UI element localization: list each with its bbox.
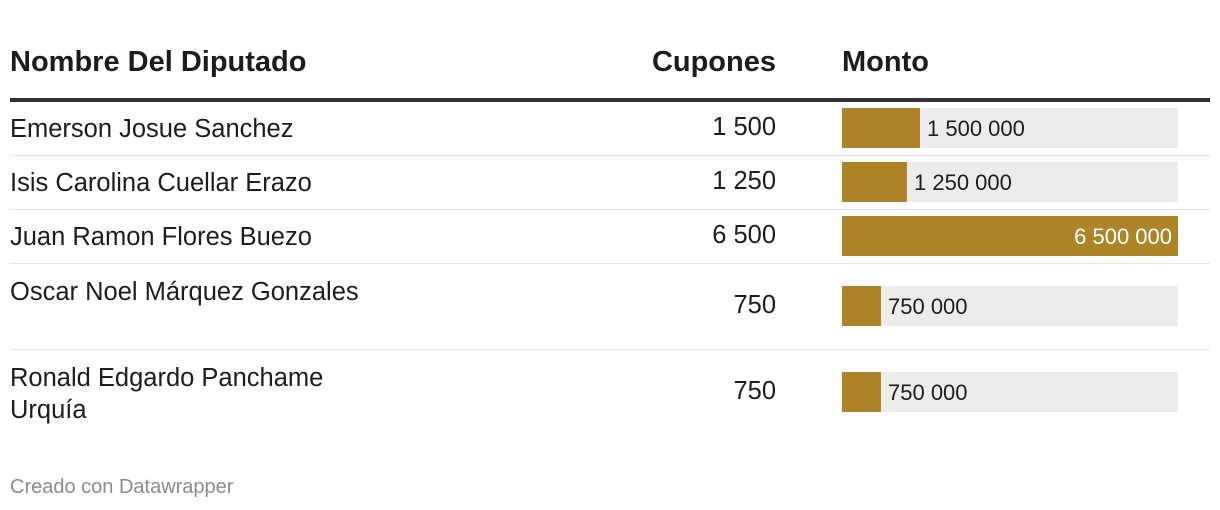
header-monto[interactable]: Monto [842,46,929,78]
monto-label: 750 000 [888,380,968,405]
header-cupones[interactable]: Cupones [651,46,776,78]
monto-bar [842,108,920,148]
header-rule [10,98,1210,102]
row-cupones: 6 500 [712,221,776,249]
monto-label: 6 500 000 [1074,224,1172,249]
monto-bar-track: 750 000 [842,372,1178,412]
table-row: Oscar Noel Márquez Gonzales 750 750 000 [10,264,1210,350]
table-row: Ronald Edgardo Panchame Urquía 750 750 0… [10,350,1210,436]
table-row: Emerson Josue Sanchez 1 500 1 500 000 [10,102,1210,156]
row-name: Oscar Noel Márquez Gonzales [10,278,359,306]
header-name[interactable]: Nombre Del Diputado [10,46,307,78]
row-name: Isis Carolina Cuellar Erazo [10,169,312,197]
row-cupones: 1 500 [712,113,776,141]
table-row: Isis Carolina Cuellar Erazo 1 250 1 250 … [10,156,1210,210]
monto-label: 1 500 000 [927,116,1025,141]
monto-bar [842,216,1178,256]
monto-bar [842,286,881,326]
monto-bar [842,162,907,202]
table-body: Emerson Josue Sanchez 1 500 1 500 000 Is… [10,102,1210,436]
monto-bar-track: 1 250 000 [842,162,1178,202]
table-row: Juan Ramon Flores Buezo 6 500 6 500 000 [10,210,1210,264]
footer-credit[interactable]: Creado con Datawrapper [10,476,234,498]
monto-label: 750 000 [888,294,968,319]
row-name: Emerson Josue Sanchez [10,115,294,143]
row-cupones: 1 250 [712,167,776,195]
row-cupones: 750 [733,377,776,405]
row-name: Juan Ramon Flores Buezo [10,223,312,251]
monto-bar-track: 1 500 000 [842,108,1178,148]
row-cupones: 750 [733,291,776,319]
monto-bar [842,372,881,412]
table-header: Nombre Del Diputado Cupones Monto [10,40,1210,98]
monto-label: 1 250 000 [914,170,1012,195]
monto-bar-track: 750 000 [842,286,1178,326]
monto-bar-track: 6 500 000 [842,216,1178,256]
row-name: Ronald Edgardo Panchame Urquía [10,364,324,424]
